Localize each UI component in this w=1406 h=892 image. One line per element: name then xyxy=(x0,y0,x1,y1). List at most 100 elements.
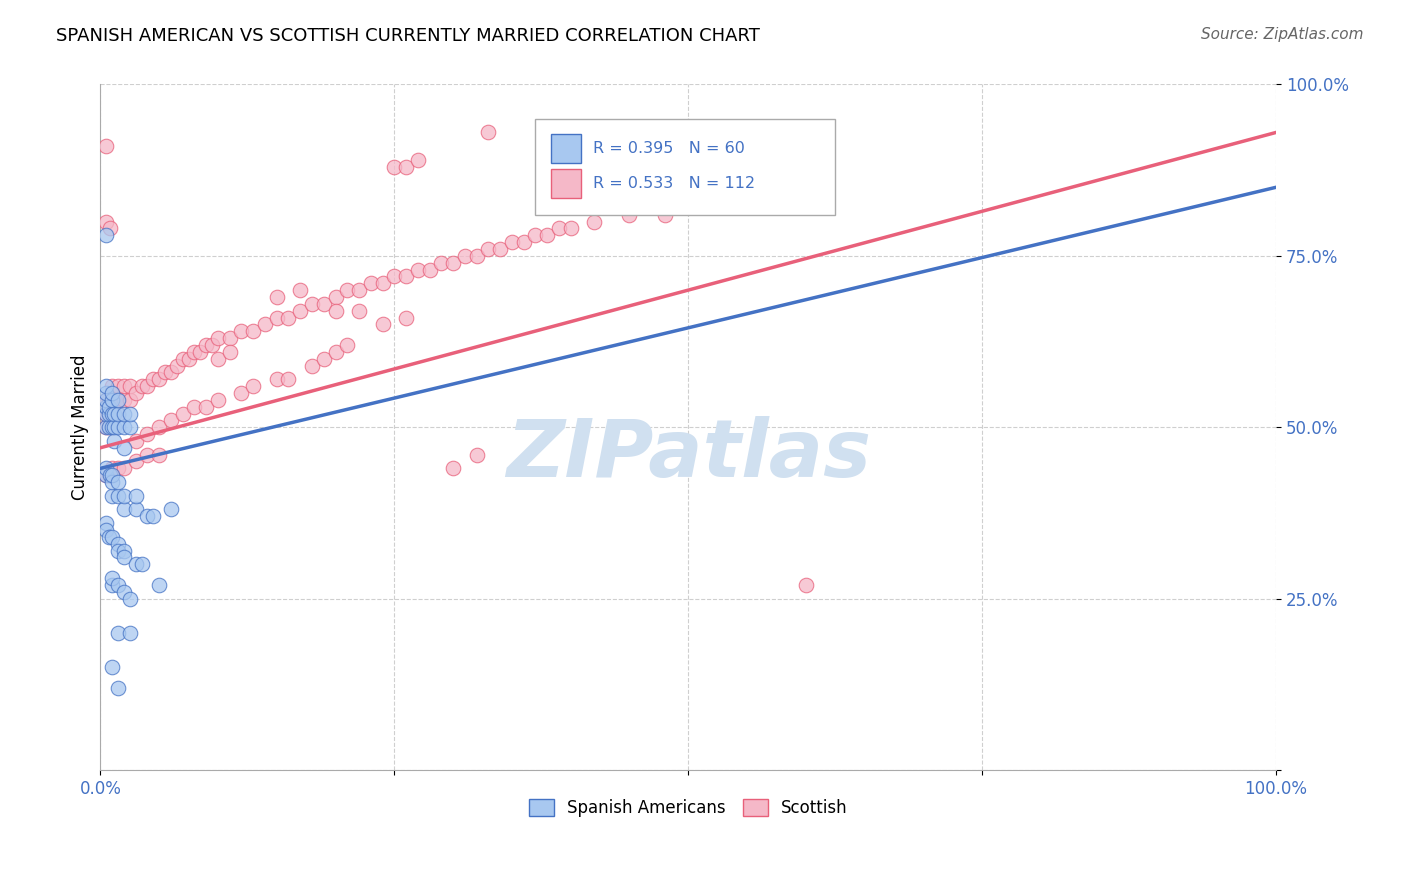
Point xyxy=(103,434,125,448)
Point xyxy=(218,331,240,345)
Point xyxy=(266,290,288,304)
Point xyxy=(382,269,405,284)
Point xyxy=(118,591,141,606)
Point xyxy=(231,324,253,338)
Point xyxy=(325,303,347,318)
Point xyxy=(107,543,129,558)
Point xyxy=(148,372,170,386)
Point xyxy=(395,269,418,284)
Point xyxy=(406,262,429,277)
Point xyxy=(536,139,558,153)
Point xyxy=(654,208,676,222)
Point xyxy=(96,461,118,475)
Point xyxy=(325,344,347,359)
Point xyxy=(325,290,347,304)
Point xyxy=(97,392,120,407)
Point xyxy=(465,249,488,263)
Point xyxy=(112,543,135,558)
Point xyxy=(98,468,121,483)
Point xyxy=(477,242,499,256)
Point xyxy=(336,283,359,297)
Point xyxy=(536,228,558,243)
Point xyxy=(101,420,124,434)
Point xyxy=(101,660,124,674)
Point xyxy=(107,392,129,407)
Point xyxy=(548,221,571,235)
Point xyxy=(118,626,141,640)
Point xyxy=(172,407,194,421)
Text: R = 0.533   N = 112: R = 0.533 N = 112 xyxy=(593,176,755,191)
Point xyxy=(371,318,394,332)
Point xyxy=(96,214,118,228)
Point xyxy=(96,392,118,407)
Point xyxy=(107,407,129,421)
Point xyxy=(107,578,129,592)
Point xyxy=(160,365,183,379)
Point xyxy=(312,351,335,366)
Point xyxy=(153,365,176,379)
Point xyxy=(96,516,118,531)
Point xyxy=(301,297,323,311)
Point xyxy=(107,475,129,489)
Point xyxy=(172,351,194,366)
Point xyxy=(548,139,571,153)
Point xyxy=(96,407,118,421)
Point xyxy=(136,509,159,524)
Point xyxy=(142,372,165,386)
Point xyxy=(183,344,205,359)
Point xyxy=(112,420,135,434)
Point xyxy=(107,537,129,551)
Point xyxy=(107,407,129,421)
Point xyxy=(454,249,477,263)
Point xyxy=(136,379,159,393)
Point xyxy=(218,344,240,359)
FancyBboxPatch shape xyxy=(551,169,581,197)
Point xyxy=(118,392,141,407)
Point xyxy=(347,283,370,297)
Point xyxy=(101,379,124,393)
Point xyxy=(96,420,118,434)
Point xyxy=(336,338,359,352)
Point xyxy=(96,468,118,483)
Point xyxy=(124,502,146,516)
Point xyxy=(406,153,429,167)
Point xyxy=(112,441,135,455)
Point xyxy=(101,489,124,503)
Point xyxy=(96,228,118,243)
Point xyxy=(183,400,205,414)
Point xyxy=(166,359,188,373)
Point xyxy=(136,448,159,462)
Point xyxy=(619,208,641,222)
Point xyxy=(118,379,141,393)
Point xyxy=(97,420,120,434)
Point xyxy=(277,310,299,325)
Point xyxy=(112,461,135,475)
Point xyxy=(477,125,499,139)
Point xyxy=(124,558,146,572)
FancyBboxPatch shape xyxy=(536,119,835,215)
Point xyxy=(107,489,129,503)
Point xyxy=(395,310,418,325)
Point xyxy=(524,228,547,243)
Point xyxy=(97,407,120,421)
Point xyxy=(160,502,183,516)
Point xyxy=(96,420,118,434)
Point xyxy=(107,392,129,407)
Point xyxy=(371,277,394,291)
Point xyxy=(560,221,582,235)
Point xyxy=(101,468,124,483)
Point xyxy=(112,550,135,565)
Point xyxy=(277,372,299,386)
Point xyxy=(231,386,253,401)
Point xyxy=(124,454,146,468)
Point xyxy=(148,448,170,462)
Point xyxy=(112,392,135,407)
Point xyxy=(101,420,124,434)
Point xyxy=(96,468,118,483)
Point xyxy=(96,139,118,153)
Point xyxy=(98,221,121,235)
Point xyxy=(112,407,135,421)
Text: ZIPatlas: ZIPatlas xyxy=(506,416,870,493)
Point xyxy=(97,530,120,544)
Point xyxy=(112,502,135,516)
